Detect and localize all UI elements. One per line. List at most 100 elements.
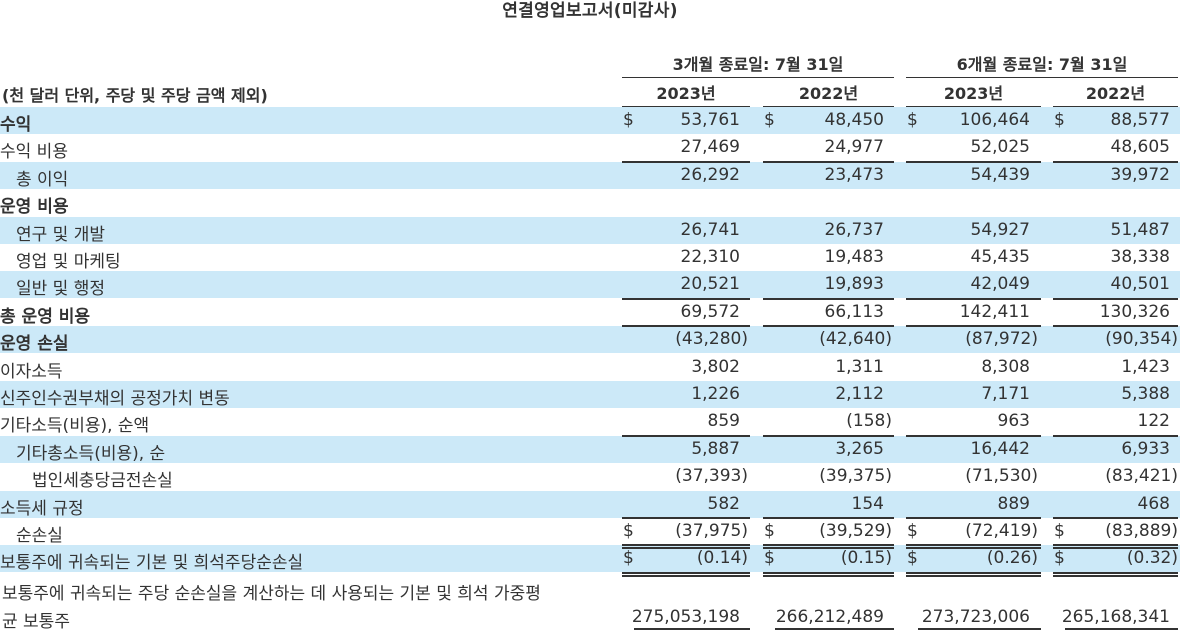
rule [763,575,894,577]
rule [906,325,1041,327]
currency-symbol: $ [1054,521,1065,541]
rule [1053,575,1178,577]
report-title: 연결영업보고서(미감사) [502,1,678,21]
rule [763,544,894,546]
value-cell: (43,280) [675,329,748,349]
rule [1053,435,1178,437]
value-cell: 69,572 [680,302,740,322]
currency-symbol: $ [623,521,634,541]
table-row: 기타소득(비용), 순액 859 (158) 963 122 [0,408,1180,436]
currency-symbol: $ [1054,548,1065,568]
rule [906,435,1041,437]
value-cell: 265,168,341 [1061,607,1170,627]
row-label: 순손실 [16,526,63,546]
currency-symbol: $ [764,521,775,541]
year-header-1: 2023년 [622,80,750,107]
row-label: 연구 및 개발 [16,225,106,245]
currency-symbol: $ [623,110,634,130]
currency-symbol: $ [1054,110,1065,130]
table-row: 총 이익 26,292 23,473 54,439 39,972 [0,162,1180,190]
value-cell: 16,442 [970,439,1030,459]
rule [1053,517,1178,519]
value-cell: (42,640) [819,329,892,349]
rule [622,325,750,327]
value-cell: 52,025 [970,137,1030,157]
value-cell: 582 [707,494,740,514]
table-row: 일반 및 행정 20,521 19,893 42,049 40,501 [0,271,1180,299]
value-cell: (37,393) [675,466,748,486]
row-label: 총 운영 비용 [0,307,91,327]
year-header-4: 2022년 [1053,80,1178,107]
rule [906,575,1041,577]
row-label: 보통주에 귀속되는 기본 및 희석주당순손실 [0,553,304,573]
value-cell: 38,338 [1110,247,1170,267]
value-cell: 2,112 [835,384,884,404]
value-cell: 51,487 [1110,220,1170,240]
rule [622,575,750,577]
rule [763,517,894,519]
rule [634,628,750,630]
row-label: 총 이익 [16,170,69,190]
value-cell: 88,577 [1110,110,1170,130]
value-cell: 142,411 [959,302,1030,322]
rule [1053,547,1178,549]
currency-symbol: $ [764,110,775,130]
value-cell: 106,464 [959,110,1030,130]
value-cell: 859 [707,411,740,431]
value-cell: 154 [851,494,884,514]
rule [763,547,894,549]
table-row: 수익 $53,761 $48,450 $106,464 $88,577 [0,107,1180,135]
table-row: 보통주에 귀속되는 기본 및 희석주당순손실 $ (0.14) $ (0.15) $ (0.… [0,545,1180,573]
value-cell: 3,802 [691,357,740,377]
table-row: 순손실 $ (37,975) $ (39,529) $ (72,419) $ (83,889) [0,518,1180,546]
rule [1053,325,1178,327]
value-cell: 40,501 [1110,274,1170,294]
rule [906,517,1041,519]
rule [906,547,1041,549]
value-cell: (72,419) [965,521,1038,541]
value-cell: 20,521 [680,274,740,294]
header-group-3-months: 3개월 종료일: 7월 31일 [622,51,894,78]
rule [1053,572,1178,574]
value-cell: 275,053,198 [631,607,740,627]
row-label: 기타소득(비용), 순액 [0,416,150,436]
rule [622,517,750,519]
row-label: 신주인수권부채의 공정가치 변동 [0,389,230,409]
value-cell: (39,529) [819,521,892,541]
rule [1053,161,1178,163]
table-row: 총 운영 비용 69,572 66,113 142,411 130,326 [0,299,1180,327]
rule [906,572,1041,574]
rule [763,325,894,327]
rule [1065,628,1178,630]
value-cell: (37,975) [675,521,748,541]
row-label: 이자소득 [0,362,63,382]
table-row-weighted-shares: 보통주에 귀속되는 주당 순손실을 계산하는 데 사용되는 기본 및 희석 가중… [0,576,1180,632]
rule [906,161,1041,163]
value-cell: 3,265 [835,439,884,459]
value-cell: 122 [1137,411,1170,431]
row-label: 일반 및 행정 [16,279,106,299]
row-label: 소득세 규정 [0,499,84,519]
table-row: 소득세 규정 582 154 889 468 [0,491,1180,519]
rule [1053,298,1178,300]
currency-symbol: $ [907,521,918,541]
value-cell: (0.14) [696,548,748,568]
value-cell: 42,049 [970,274,1030,294]
rule [775,628,894,630]
table-row: 연구 및 개발 26,741 26,737 54,927 51,487 [0,217,1180,245]
value-cell: (90,354) [1105,329,1178,349]
row-label: 수익 [0,115,32,135]
table-row: 기타총소득(비용), 순 5,887 3,265 16,442 6,933 [0,436,1180,464]
value-cell: 26,737 [824,220,884,240]
value-cell: 1,226 [691,384,740,404]
rule [763,161,894,163]
value-cell: 19,483 [824,247,884,267]
value-cell: 5,887 [691,439,740,459]
row-label: 기타총소득(비용), 순 [16,444,166,464]
table-row: 이자소득 3,802 1,311 8,308 1,423 [0,354,1180,382]
value-cell: (0.15) [840,548,892,568]
value-cell: 1,423 [1121,357,1170,377]
row-label: 보통주에 귀속되는 주당 순손실을 계산하는 데 사용되는 기본 및 희석 가중… [2,584,541,604]
rule [1053,544,1178,546]
rule [622,435,750,437]
